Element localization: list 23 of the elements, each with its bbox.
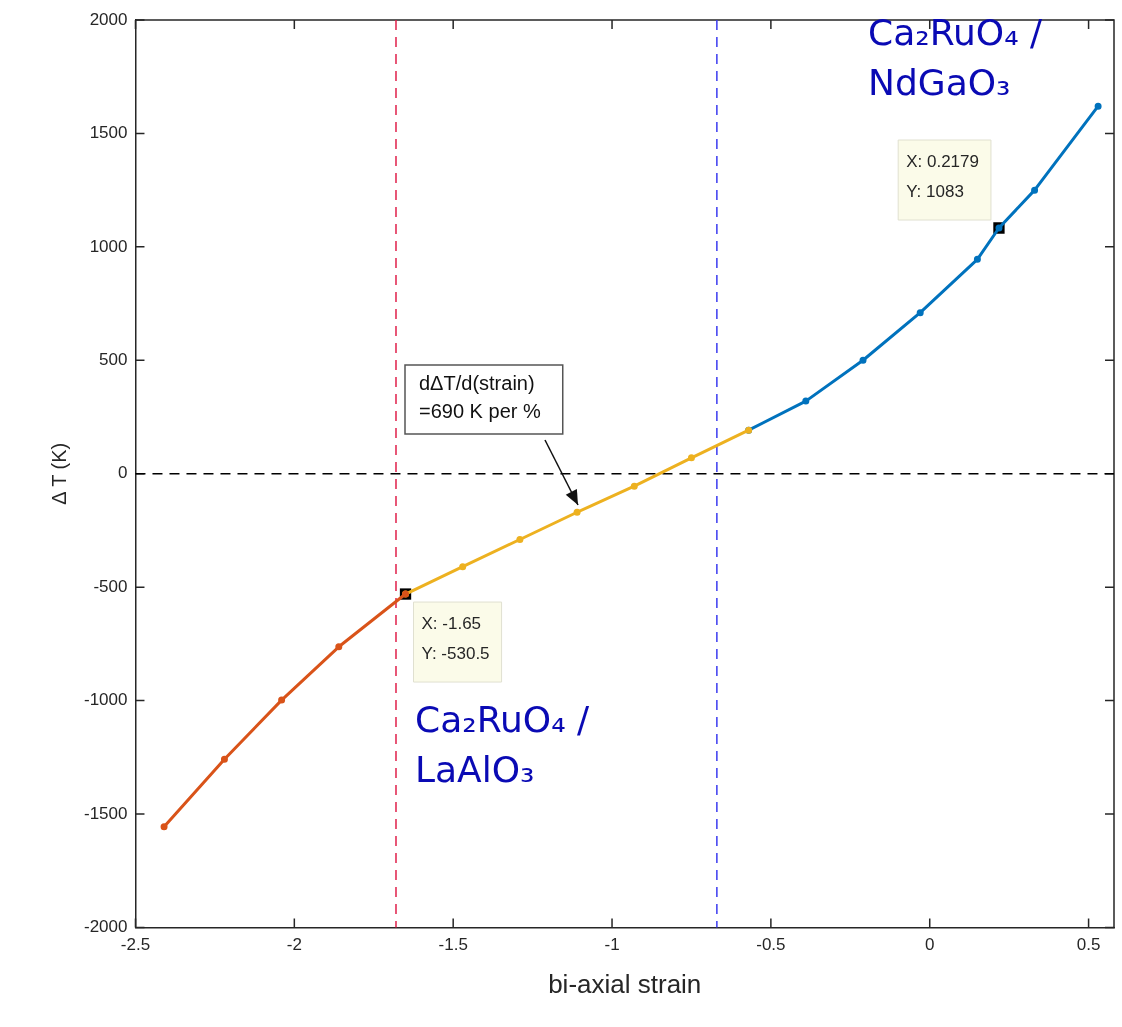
x-tick-label: -2.5	[120, 935, 151, 955]
x-tick-label: -0.5	[756, 935, 786, 955]
x-axis-title: bi-axial strain	[548, 968, 702, 999]
x-tick-label: -1	[604, 935, 620, 955]
y-tick-label: 2000	[89, 9, 128, 29]
annotation: dΔT/d(strain) =690 K per %	[419, 371, 541, 422]
y-axis-title: Δ T (K)	[47, 442, 70, 505]
y-tick-label: 500	[99, 349, 128, 369]
x-tick-label: -2	[286, 935, 302, 955]
y-tick-label: -1000	[84, 690, 128, 710]
y-tick-label: 1000	[89, 236, 128, 256]
y-tick-label: -2000	[84, 917, 128, 937]
annotation: X: 0.2179 Y: 1083	[906, 152, 979, 202]
y-tick-label: -500	[93, 576, 128, 596]
y-tick-label: -1500	[84, 803, 128, 823]
y-tick-label: 1500	[89, 123, 128, 143]
annotation: Ca₂RuO₄ / NdGaO₃	[868, 12, 1044, 104]
annotation: X: -1.65 Y: -530.5	[421, 614, 490, 664]
annotation: Ca₂RuO₄ / LaAlO₃	[415, 699, 591, 791]
y-tick-label: 0	[118, 463, 128, 483]
x-tick-label: 0	[925, 935, 935, 955]
x-tick-label: -1.5	[438, 935, 468, 955]
x-tick-label: 0.5	[1076, 935, 1101, 955]
